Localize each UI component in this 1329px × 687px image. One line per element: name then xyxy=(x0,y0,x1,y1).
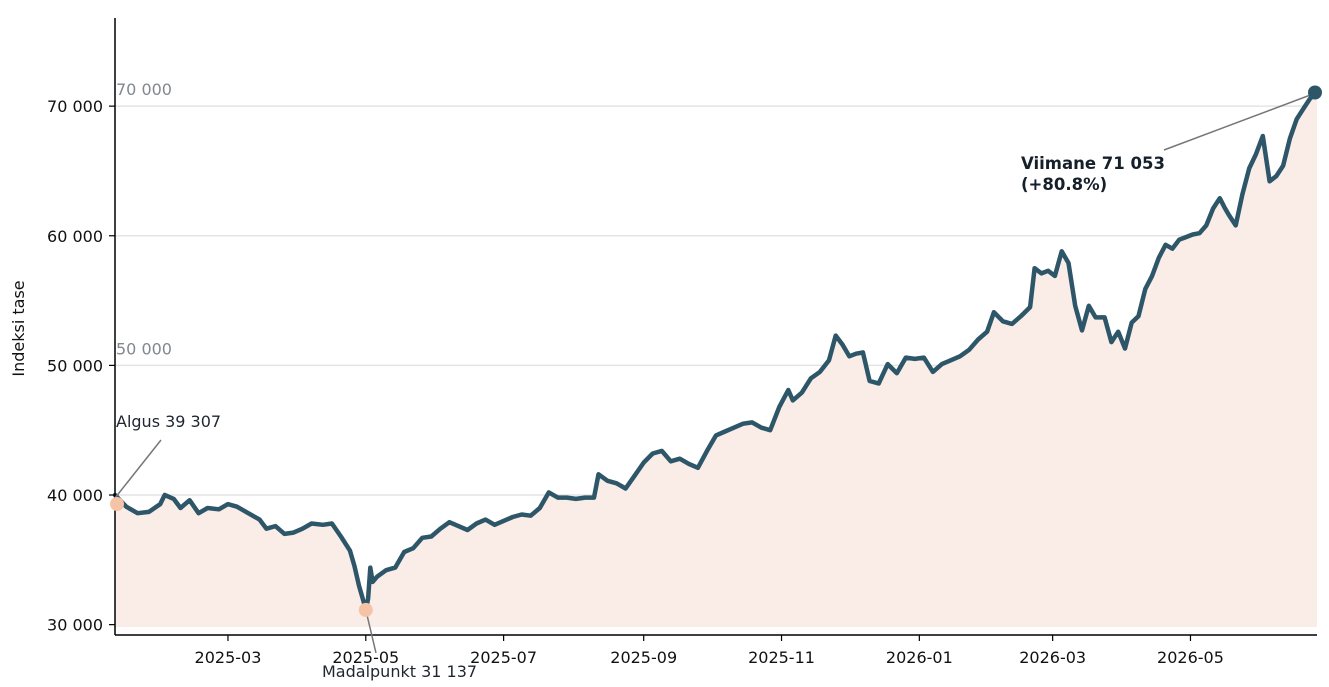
x-tick-label: 2025-11 xyxy=(748,648,815,667)
axes xyxy=(114,18,1317,636)
y-tick-label: 30 000 xyxy=(47,616,103,635)
start-marker xyxy=(110,496,124,511)
x-tick-label: 2025-09 xyxy=(610,648,677,667)
y-ticks: 30 000 40 000 50 000 60 000 70 000 xyxy=(47,97,115,635)
reference-label-70000: 70 000 xyxy=(116,80,172,99)
y-axis-title: Indeksi tase xyxy=(9,280,28,376)
annotation-leader-min xyxy=(365,609,377,654)
annotation-start: Algus 39 307 xyxy=(116,412,221,431)
annotation-leader-last xyxy=(1163,91,1318,151)
x-tick-label: 2025-03 xyxy=(195,648,262,667)
reference-label-50000: 50 000 xyxy=(116,339,172,358)
x-tick-label: 2026-01 xyxy=(886,648,953,667)
last-marker xyxy=(1308,85,1322,100)
y-tick-label: 40 000 xyxy=(47,486,103,505)
y-tick-label: 70 000 xyxy=(47,97,103,116)
reference-labels: 70 000 50 000 xyxy=(116,80,172,358)
annotation-last-line1: Viimane 71 053 xyxy=(1021,154,1165,173)
x-tick-label: 2026-05 xyxy=(1157,648,1224,667)
min-marker xyxy=(358,602,373,617)
x-tick-label: 2025-05 xyxy=(332,648,399,667)
series-area xyxy=(115,92,1317,627)
annotations: Algus 39 307 Madalpunkt 31 137 Viimane 7… xyxy=(110,85,1322,681)
annotation-min: Madalpunkt 31 137 xyxy=(322,662,477,681)
x-tick-label: 2026-03 xyxy=(1019,648,1086,667)
annotation-last-line2: (+80.8%) xyxy=(1021,175,1107,194)
x-ticks: 2025-03 2025-05 2025-07 2025-09 2025-11 … xyxy=(195,635,1224,667)
series-line xyxy=(112,90,1320,613)
y-tick-label: 60 000 xyxy=(47,227,103,246)
annotation-leader-start xyxy=(114,439,162,499)
x-tick-label: 2025-07 xyxy=(470,648,537,667)
y-tick-label: 50 000 xyxy=(47,356,103,375)
